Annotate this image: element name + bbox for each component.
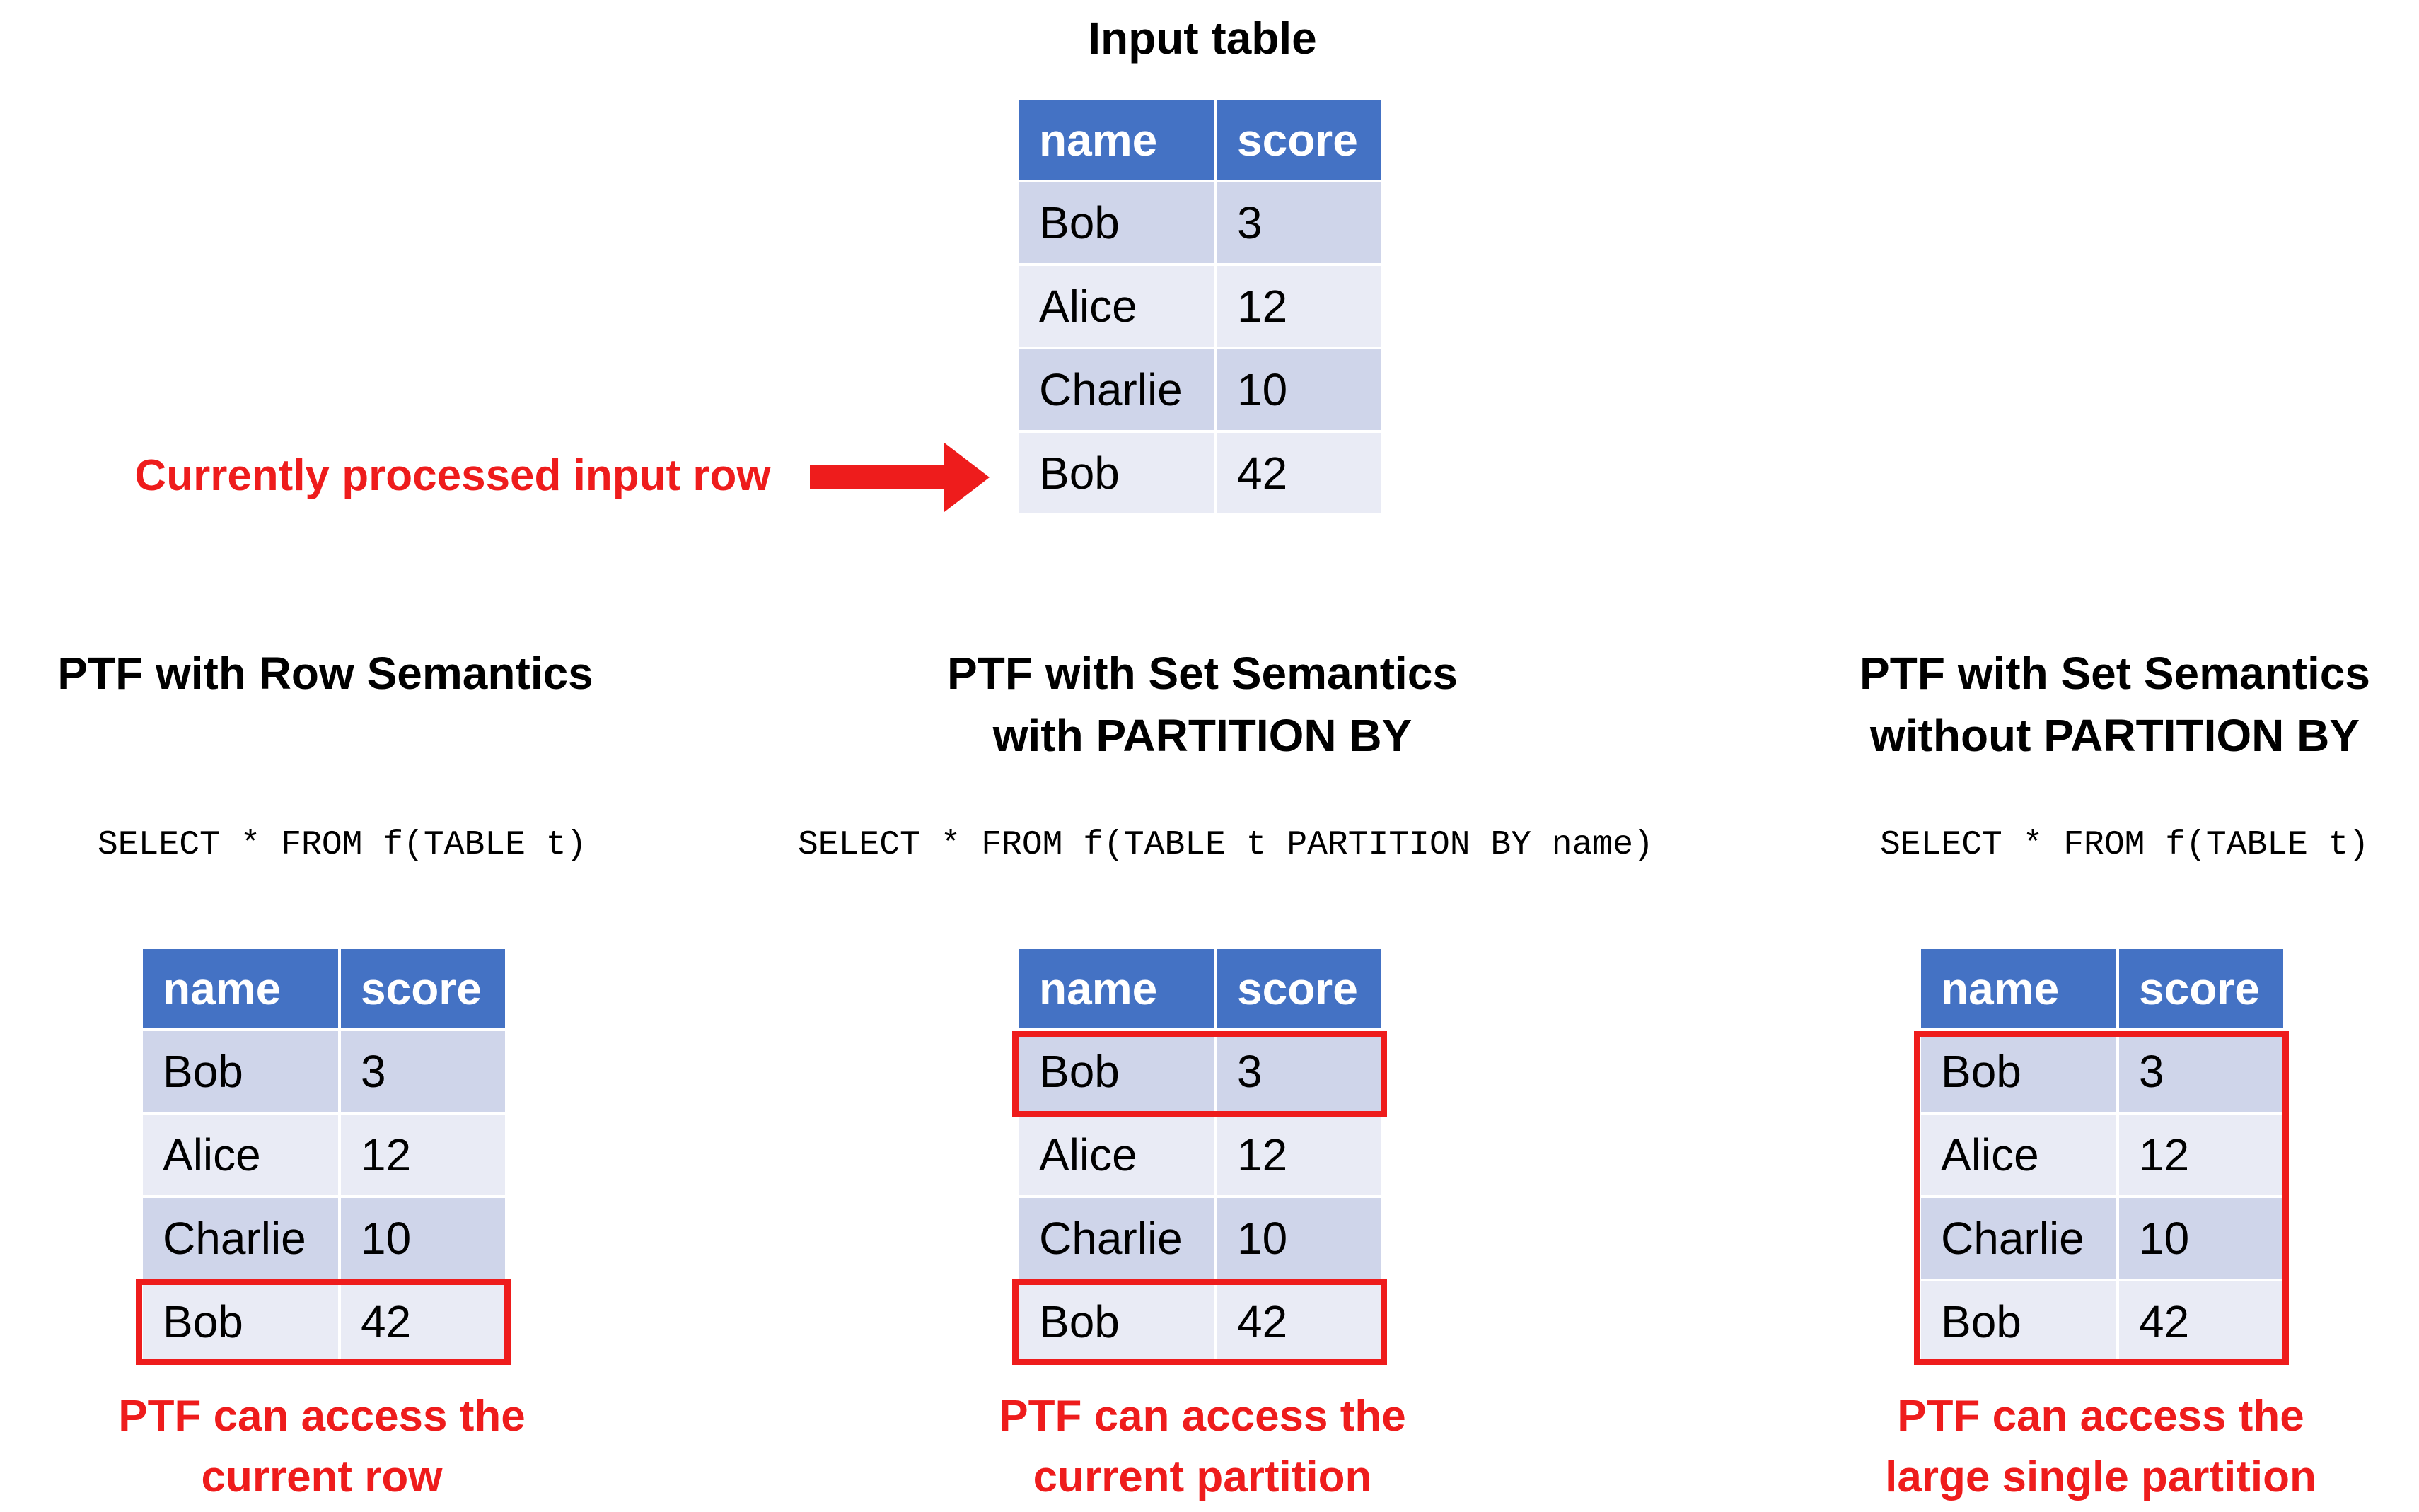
- cell-name: Alice: [1016, 1112, 1217, 1198]
- cell-name: Charlie: [1016, 347, 1217, 433]
- table-row: Bob 42: [1016, 430, 1384, 516]
- column-header-name: name: [140, 946, 341, 1031]
- cell-name: Bob: [1016, 1028, 1217, 1115]
- cell-name: Charlie: [1016, 1195, 1217, 1281]
- cell-score: 12: [338, 1112, 508, 1198]
- cell-score: 10: [338, 1195, 508, 1281]
- single-partition-table: name score Bob 3 Alice 12 Charlie 10 Bob…: [1918, 946, 2286, 1365]
- partition-row-highlight: [1012, 1031, 1387, 1117]
- table-row: Alice 12: [1016, 1112, 1384, 1198]
- table-header-row: name score: [1918, 946, 2286, 1031]
- table-row: Bob 3: [1918, 1028, 2286, 1115]
- panel-title: with PARTITION BY: [992, 710, 1412, 761]
- cell-name: Alice: [140, 1112, 341, 1198]
- table-header-row: name score: [1016, 946, 1384, 1031]
- table-row: Bob 42: [1918, 1279, 2286, 1365]
- cell-name: Bob: [1918, 1279, 2119, 1365]
- sql-query: SELECT * FROM f(TABLE t PARTITION BY nam…: [798, 826, 1654, 864]
- panel-note: PTF can access the: [999, 1392, 1406, 1441]
- cell-score: 10: [1214, 347, 1384, 433]
- table-row: Bob 42: [1016, 1279, 1384, 1365]
- cell-score: 12: [1214, 263, 1384, 349]
- panel-note: current partition: [1033, 1453, 1372, 1501]
- column-header-name: name: [1016, 946, 1217, 1031]
- panel-note: current row: [201, 1453, 443, 1501]
- arrow-right-icon: [810, 443, 990, 512]
- cell-score: 10: [2116, 1195, 2286, 1281]
- cell-name: Bob: [1918, 1028, 2119, 1115]
- panel-note: large single partition: [1885, 1453, 2316, 1501]
- table-header-row: name score: [140, 946, 508, 1031]
- cell-name: Bob: [1016, 180, 1217, 266]
- column-header-score: score: [338, 946, 508, 1031]
- panel-title: PTF with Set Semantics: [1860, 648, 2370, 699]
- current-row-label: Currently processed input row: [134, 451, 771, 500]
- panel-note: PTF can access the: [118, 1392, 526, 1441]
- column-header-score: score: [1214, 98, 1384, 182]
- cell-score: 42: [2116, 1279, 2286, 1365]
- column-header-score: score: [2116, 946, 2286, 1031]
- cell-name: Charlie: [140, 1195, 341, 1281]
- input-table-title: Input table: [1088, 13, 1317, 64]
- cell-name: Bob: [140, 1279, 341, 1365]
- partition-row-highlight: [1012, 1279, 1387, 1365]
- panel-note: PTF can access the: [1897, 1392, 2304, 1441]
- table-row: Alice 12: [140, 1112, 508, 1198]
- table-row: Bob 3: [1016, 180, 1384, 266]
- current-row-highlight: [136, 1279, 511, 1365]
- cell-score: 10: [1214, 1195, 1384, 1281]
- column-header-score: score: [1214, 946, 1384, 1031]
- panel-title: PTF with Row Semantics: [57, 648, 593, 699]
- single-partition-highlight: [1914, 1031, 2289, 1365]
- table-row: Bob 3: [140, 1028, 508, 1115]
- input-table: name score Bob 3 Alice 12 Charlie 10 Bob…: [1016, 98, 1384, 516]
- cell-name: Charlie: [1918, 1195, 2119, 1281]
- column-header-name: name: [1918, 946, 2119, 1031]
- table-row: Charlie 10: [1016, 347, 1384, 433]
- cell-name: Alice: [1016, 263, 1217, 349]
- table-row: Alice 12: [1918, 1112, 2286, 1198]
- cell-score: 12: [1214, 1112, 1384, 1198]
- column-header-name: name: [1016, 98, 1217, 182]
- cell-score: 42: [1214, 430, 1384, 516]
- cell-name: Bob: [140, 1028, 341, 1115]
- cell-name: Bob: [1016, 430, 1217, 516]
- row-semantics-table: name score Bob 3 Alice 12 Charlie 10 Bob…: [140, 946, 508, 1365]
- sql-query: SELECT * FROM f(TABLE t): [1880, 826, 2369, 864]
- table-header-row: name score: [1016, 98, 1384, 182]
- cell-score: 42: [338, 1279, 508, 1365]
- sql-query: SELECT * FROM f(TABLE t): [98, 826, 587, 864]
- panel-title: PTF with Set Semantics: [947, 648, 1458, 699]
- table-row: Bob 42: [140, 1279, 508, 1365]
- table-row: Alice 12: [1016, 263, 1384, 349]
- table-row: Charlie 10: [140, 1195, 508, 1281]
- cell-score: 12: [2116, 1112, 2286, 1198]
- cell-score: 3: [338, 1028, 508, 1115]
- table-row: Charlie 10: [1918, 1195, 2286, 1281]
- panel-title: without PARTITION BY: [1869, 710, 2360, 761]
- cell-name: Alice: [1918, 1112, 2119, 1198]
- table-row: Charlie 10: [1016, 1195, 1384, 1281]
- cell-score: 3: [1214, 180, 1384, 266]
